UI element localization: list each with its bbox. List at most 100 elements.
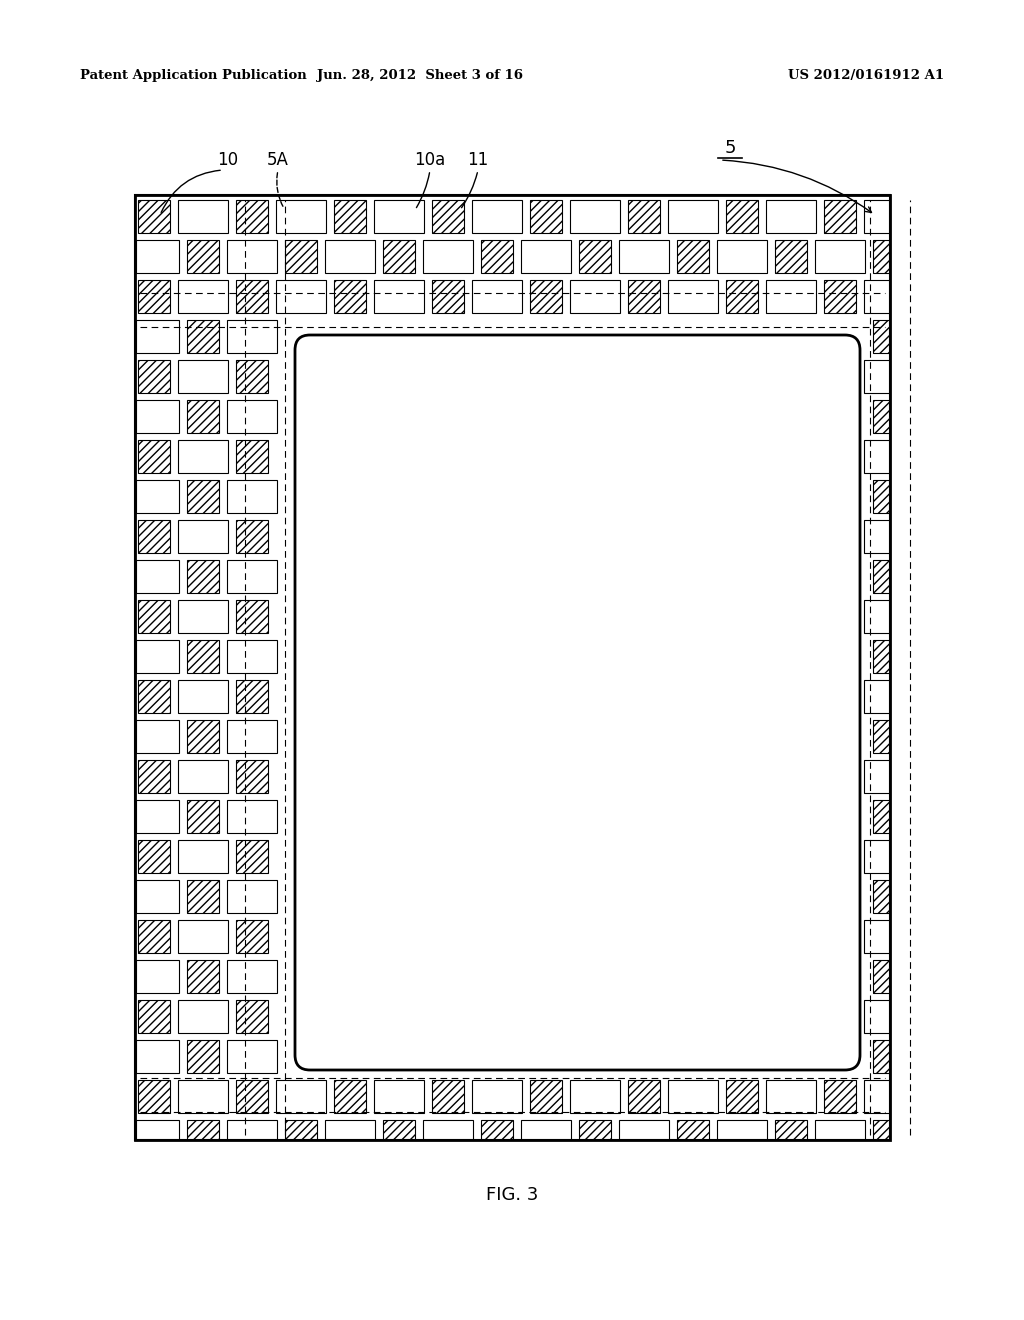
Text: US 2012/0161912 A1: US 2012/0161912 A1 [787,69,944,82]
Bar [187,960,219,993]
Bar [864,280,889,313]
Bar [227,480,278,513]
Bar [873,240,889,273]
Bar [815,240,865,273]
Bar [178,201,228,234]
Bar [236,1001,268,1034]
Bar [178,280,228,313]
Bar [334,280,366,313]
Bar [432,201,464,234]
Bar [138,201,170,234]
Text: 10a: 10a [415,150,445,169]
Bar [187,880,219,913]
Text: Jun. 28, 2012  Sheet 3 of 16: Jun. 28, 2012 Sheet 3 of 16 [317,69,523,82]
Bar [383,240,415,273]
Bar [187,319,219,352]
Bar [668,1080,718,1113]
Bar [570,1080,620,1113]
Bar [766,1080,816,1113]
Bar [481,1119,513,1139]
Bar [187,240,219,273]
Bar [570,201,620,234]
Bar [717,1119,767,1139]
Bar [227,1040,278,1073]
Bar [227,640,278,673]
Bar [873,960,889,993]
Bar [864,360,889,393]
Bar [178,680,228,713]
Bar [579,1119,611,1139]
Bar [138,1080,170,1113]
Bar [628,201,660,234]
Bar [766,201,816,234]
Bar [374,280,424,313]
Bar [628,1080,660,1113]
Bar [136,1040,179,1073]
Bar [873,880,889,913]
Bar [864,680,889,713]
Bar [227,400,278,433]
Bar [187,640,219,673]
Bar [136,400,179,433]
Bar [677,240,709,273]
Bar [135,195,890,1140]
Bar [227,960,278,993]
Bar [334,201,366,234]
Bar [276,201,326,234]
Bar [325,1119,375,1139]
Bar [187,400,219,433]
Bar [187,1119,219,1139]
Bar [824,1080,856,1113]
Bar [236,201,268,234]
Bar [178,760,228,793]
Bar [530,201,562,234]
Bar [187,719,219,752]
Bar [717,240,767,273]
Bar [628,280,660,313]
Bar [178,1001,228,1034]
Bar [138,360,170,393]
Bar [864,520,889,553]
Bar [472,1080,522,1113]
Text: Patent Application Publication: Patent Application Publication [80,69,307,82]
Bar [236,760,268,793]
Bar [423,1119,473,1139]
Bar [178,440,228,473]
Bar [138,601,170,634]
Bar [873,319,889,352]
Bar [227,800,278,833]
Bar [374,201,424,234]
Bar [187,800,219,833]
Bar [873,560,889,593]
Bar [187,480,219,513]
FancyBboxPatch shape [295,335,860,1071]
Bar [236,280,268,313]
Bar [530,1080,562,1113]
Bar [236,920,268,953]
Bar [138,1001,170,1034]
Bar [178,1080,228,1113]
Text: 5A: 5A [267,150,289,169]
Bar [521,1119,571,1139]
Bar [864,440,889,473]
Bar [864,760,889,793]
Bar [766,280,816,313]
Bar [873,400,889,433]
Bar [138,920,170,953]
Bar [726,201,758,234]
Bar [285,240,317,273]
Bar [726,1080,758,1113]
Bar [374,1080,424,1113]
Bar [136,880,179,913]
Bar [136,240,179,273]
Bar [864,840,889,873]
Bar [423,240,473,273]
Bar [864,1080,889,1113]
Bar [236,520,268,553]
Bar [873,800,889,833]
Bar [227,719,278,752]
Bar [276,1080,326,1113]
Bar [138,840,170,873]
Bar [178,920,228,953]
Bar [472,201,522,234]
